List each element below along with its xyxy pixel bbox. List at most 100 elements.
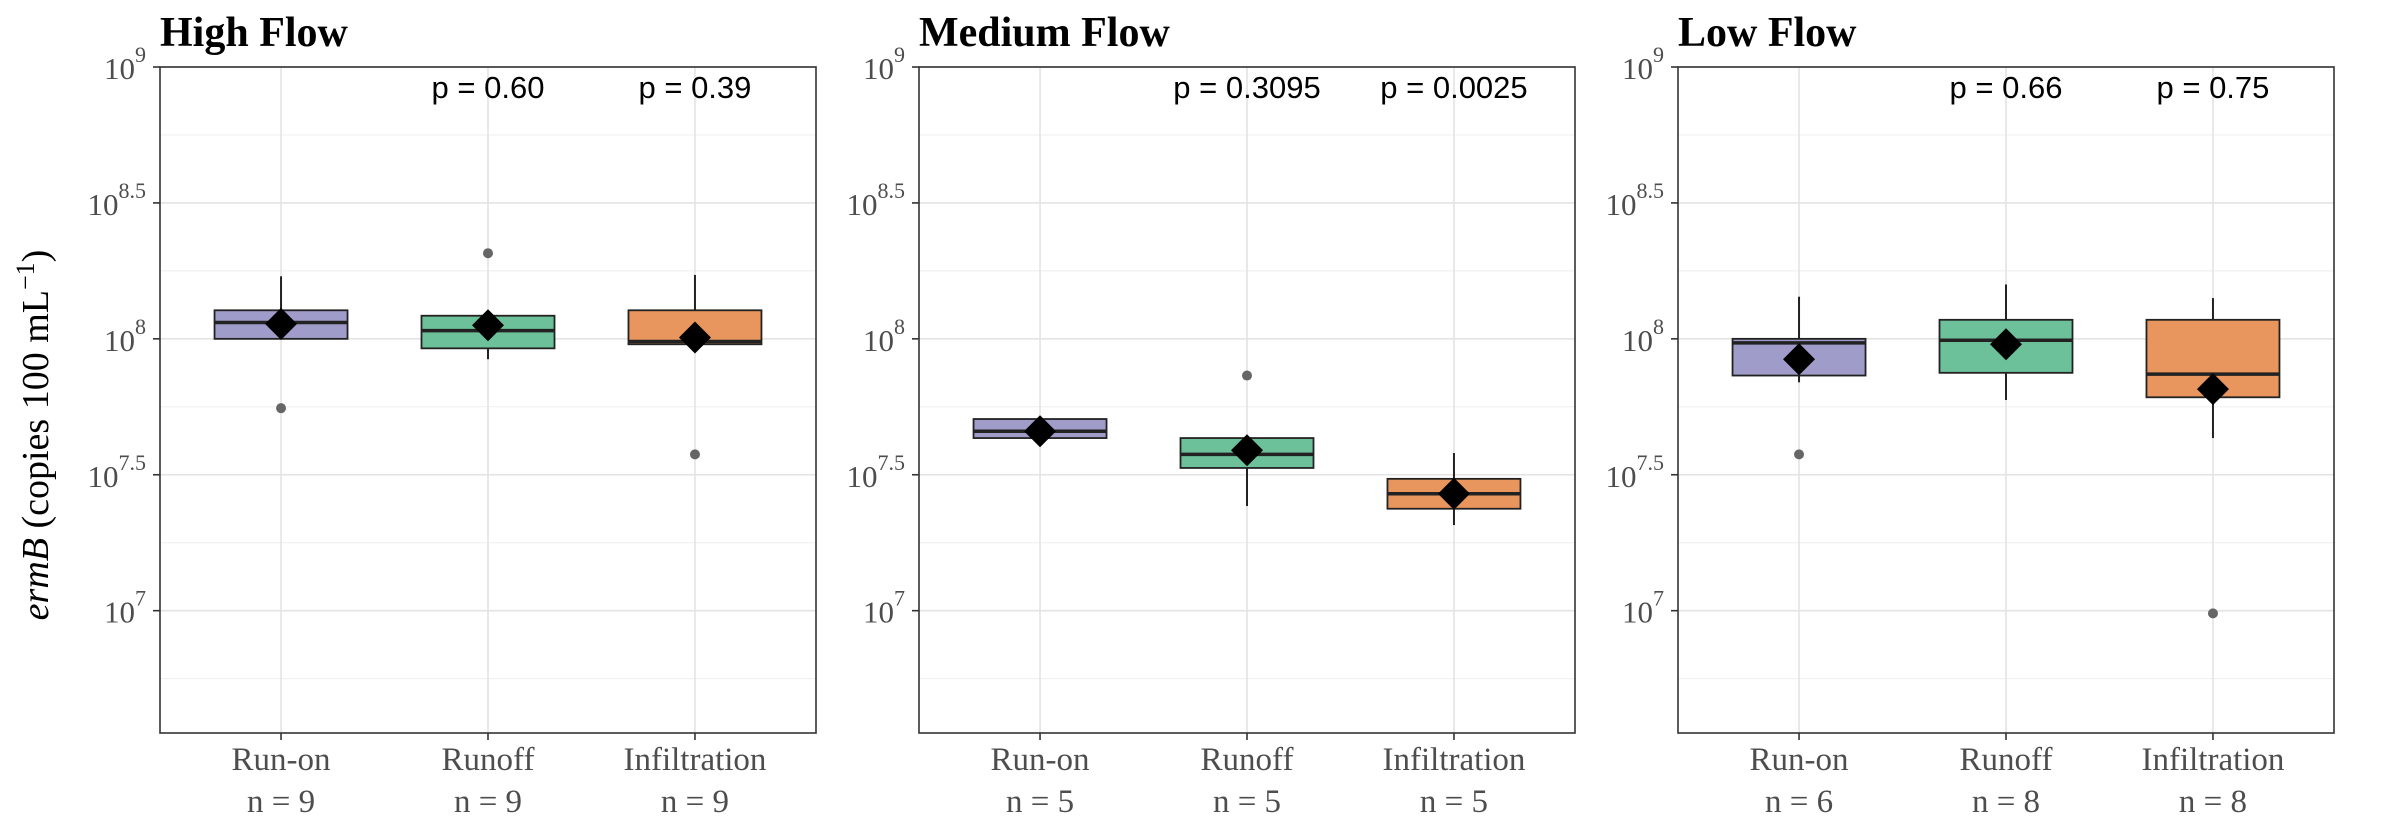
panel-title: Medium Flow bbox=[919, 10, 1170, 56]
y-tick-base: 10 bbox=[863, 323, 894, 358]
p-value-label: p = 0.75 bbox=[2157, 70, 2270, 105]
x-tick-label: Run-on bbox=[1750, 742, 1849, 778]
x-tick-label: Runoff bbox=[1201, 742, 1294, 778]
y-tick-exponent: 8.5 bbox=[1637, 178, 1665, 203]
mean-marker bbox=[1783, 343, 1816, 376]
outlier-point bbox=[689, 449, 700, 460]
panel-high-flow: p = 0.60 p = 0.39 High Flow Run-on n = 9 Runo… bbox=[88, 10, 817, 820]
p-value-label: p = 0.39 bbox=[639, 70, 752, 105]
outlier-point bbox=[2207, 608, 2218, 619]
p-value-label: p = 0.66 bbox=[1950, 70, 2063, 105]
y-tick-exponent: 7.5 bbox=[119, 450, 147, 475]
y-tick-base: 10 bbox=[104, 595, 135, 630]
y-tick-label: 107.5 bbox=[88, 450, 147, 494]
box-run-on bbox=[972, 415, 1108, 448]
mean-marker bbox=[265, 307, 298, 340]
n-label: n = 8 bbox=[2179, 784, 2247, 820]
box-infiltration bbox=[2145, 298, 2281, 619]
y-tick-exponent: 9 bbox=[894, 42, 905, 67]
box-infiltration bbox=[1386, 453, 1522, 526]
box-infiltration bbox=[627, 274, 763, 460]
y-tick-label: 108.5 bbox=[88, 178, 147, 222]
y-tick-label: 107.5 bbox=[1606, 450, 1665, 494]
y-axis-title-gene: ermB bbox=[15, 538, 57, 620]
y-tick-label: 108 bbox=[104, 314, 146, 358]
x-tick-label: Run-on bbox=[991, 742, 1090, 778]
y-tick-label: 109 bbox=[863, 42, 905, 86]
n-label: n = 5 bbox=[1213, 784, 1281, 820]
p-value-label: p = 0.60 bbox=[432, 70, 545, 105]
panel-title: High Flow bbox=[160, 10, 349, 56]
outlier-point bbox=[276, 403, 287, 414]
y-axis-title-close: ) bbox=[15, 250, 57, 263]
box-runoff bbox=[420, 248, 556, 360]
y-tick-label: 108 bbox=[863, 314, 905, 358]
n-label: n = 6 bbox=[1765, 784, 1833, 820]
panel-medium-flow: p = 0.3095 p = 0.0025 Medium Flow Run-on n =… bbox=[847, 10, 1576, 820]
p-value-label: p = 0.3095 bbox=[1173, 70, 1320, 105]
p-value-label: p = 0.0025 bbox=[1380, 70, 1527, 105]
y-tick-exponent: 7.5 bbox=[1637, 450, 1665, 475]
y-tick-base: 10 bbox=[863, 51, 894, 86]
x-tick-label: Runoff bbox=[442, 742, 535, 778]
x-tick-label: Runoff bbox=[1960, 742, 2053, 778]
svg-text:ermB (copies 100 mL−1): ermB (copies 100 mL−1) bbox=[11, 250, 57, 621]
n-label: n = 9 bbox=[454, 784, 522, 820]
y-axis-title: ermB (copies 100 mL−1) bbox=[11, 250, 57, 621]
y-axis-title-units: (copies 100 mL bbox=[15, 290, 57, 538]
y-tick-label: 107.5 bbox=[847, 450, 906, 494]
y-tick-exponent: 9 bbox=[135, 42, 146, 67]
x-tick-label: Run-on bbox=[232, 742, 331, 778]
mean-marker bbox=[1437, 477, 1470, 510]
y-tick-base: 10 bbox=[1622, 595, 1653, 630]
box-run-on bbox=[213, 276, 349, 414]
y-tick-label: 108.5 bbox=[1606, 178, 1665, 222]
y-tick-base: 10 bbox=[1622, 323, 1653, 358]
mean-marker bbox=[678, 321, 711, 354]
box-runoff bbox=[1938, 284, 2074, 400]
panel-title: Low Flow bbox=[1678, 10, 1857, 56]
n-label: n = 9 bbox=[247, 784, 315, 820]
y-tick-exponent: 9 bbox=[1653, 42, 1664, 67]
mean-marker bbox=[1024, 415, 1057, 448]
mean-marker bbox=[1231, 434, 1263, 467]
y-tick-base: 10 bbox=[104, 51, 135, 86]
y-tick-exponent: 8.5 bbox=[119, 178, 147, 203]
y-tick-base: 10 bbox=[863, 595, 894, 630]
y-tick-exponent: 7 bbox=[894, 586, 905, 611]
n-label: n = 8 bbox=[1972, 784, 2040, 820]
y-tick-base: 10 bbox=[847, 459, 878, 494]
y-tick-exponent: 7 bbox=[135, 586, 146, 611]
n-label: n = 5 bbox=[1420, 784, 1488, 820]
y-tick-base: 10 bbox=[1606, 459, 1637, 494]
box-runoff bbox=[1179, 370, 1315, 507]
y-tick-base: 10 bbox=[88, 187, 119, 222]
y-tick-exponent: 8.5 bbox=[878, 178, 906, 203]
outlier-point bbox=[1794, 449, 1805, 460]
mean-marker bbox=[2196, 373, 2229, 406]
y-axis-title-exponent: −1 bbox=[11, 262, 40, 290]
y-tick-label: 108 bbox=[1622, 314, 1664, 358]
x-tick-label: Infiltration bbox=[1382, 742, 1525, 778]
panel-low-flow: p = 0.66 p = 0.75 Low Flow Run-on n = 6 Runof… bbox=[1606, 10, 2335, 820]
y-tick-base: 10 bbox=[88, 459, 119, 494]
y-tick-label: 107 bbox=[863, 586, 905, 630]
outlier-point bbox=[1242, 370, 1252, 381]
mean-marker bbox=[1990, 328, 2022, 361]
y-tick-exponent: 8 bbox=[894, 314, 905, 339]
y-tick-exponent: 8 bbox=[1653, 314, 1664, 339]
x-tick-label: Infiltration bbox=[2141, 742, 2284, 778]
y-tick-base: 10 bbox=[847, 187, 878, 222]
n-label: n = 9 bbox=[661, 784, 729, 820]
box-run-on bbox=[1731, 296, 1867, 460]
y-tick-label: 109 bbox=[104, 42, 146, 86]
y-tick-label: 107 bbox=[104, 586, 146, 630]
n-label: n = 5 bbox=[1006, 784, 1074, 820]
outlier-point bbox=[483, 248, 493, 259]
y-tick-exponent: 7 bbox=[1653, 586, 1664, 611]
y-tick-label: 107 bbox=[1622, 586, 1664, 630]
y-tick-base: 10 bbox=[1622, 51, 1653, 86]
y-tick-label: 109 bbox=[1622, 42, 1664, 86]
y-tick-base: 10 bbox=[1606, 187, 1637, 222]
